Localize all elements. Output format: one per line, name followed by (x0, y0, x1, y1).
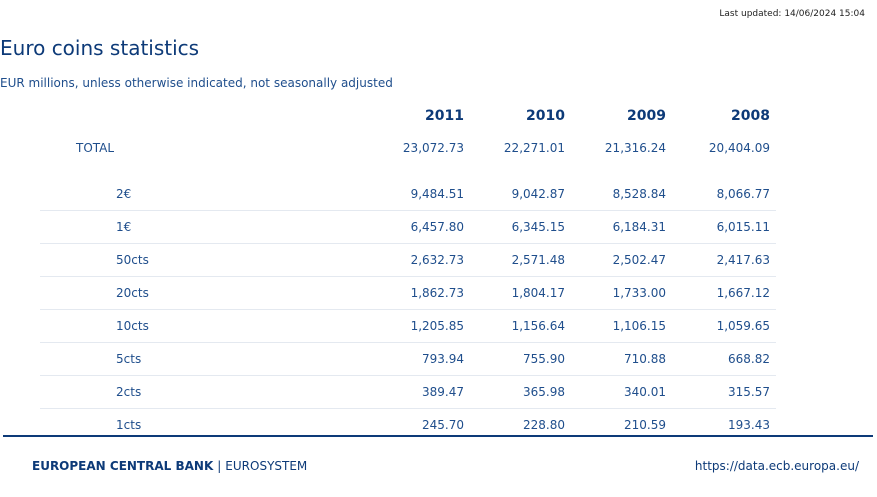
table-spacer (40, 164, 776, 178)
table-cell: 6,457.80 (370, 210, 470, 244)
coins-table: 2011 2010 2009 2008 TOTAL 23,072.73 22,2… (40, 100, 776, 441)
table-cell: 793.94 (370, 342, 470, 376)
column-header-2008: 2008 (731, 108, 770, 124)
column-header-2011: 2011 (425, 108, 464, 124)
footer-branding: EUROPEAN CENTRAL BANK | EUROSYSTEM (32, 459, 307, 473)
table-cell: 6,184.31 (571, 210, 672, 244)
table-cell: 315.57 (672, 375, 776, 409)
table-cell: 340.01 (571, 375, 672, 409)
table-cell: 1,733.00 (571, 276, 672, 310)
column-header-2010: 2010 (526, 108, 565, 124)
column-header-empty (40, 100, 370, 132)
column-header-2009: 2009 (627, 108, 666, 124)
footer-url-link[interactable]: https://data.ecb.europa.eu/ (694, 459, 859, 473)
table-cell: 1,106.15 (571, 309, 672, 343)
page-subtitle: EUR millions, unless otherwise indicated… (0, 76, 393, 90)
table-row: 2cts 389.47 365.98 340.01 315.57 (40, 375, 776, 409)
table-row-total: TOTAL 23,072.73 22,271.01 21,316.24 20,4… (40, 132, 776, 164)
table-cell: 20,404.09 (708, 141, 770, 155)
row-label: 10cts (40, 309, 370, 343)
table-cell: 2,417.63 (672, 243, 776, 277)
table-row: 20cts 1,862.73 1,804.17 1,733.00 1,667.1… (40, 276, 776, 310)
row-label: 2cts (40, 375, 370, 409)
table-cell: 755.90 (470, 342, 571, 376)
last-updated: Last updated: 14/06/2024 15:04 (719, 9, 865, 19)
row-label: 5cts (40, 342, 370, 376)
table-cell: 23,072.73 (402, 141, 464, 155)
table-cell: 389.47 (370, 375, 470, 409)
table-cell: 2,632.73 (370, 243, 470, 277)
table-cell: 1,862.73 (370, 276, 470, 310)
table-row: 2€ 9,484.51 9,042.87 8,528.84 8,066.77 (40, 178, 776, 211)
table-row: 5cts 793.94 755.90 710.88 668.82 (40, 342, 776, 376)
table-cell: 21,316.24 (604, 141, 666, 155)
table-cell: 2,571.48 (470, 243, 571, 277)
table-cell: 8,528.84 (612, 187, 666, 201)
table-cell: 1,667.12 (672, 276, 776, 310)
footer-divider (3, 435, 873, 437)
table-cell: 8,066.77 (716, 187, 770, 201)
table-cell: 1,059.65 (672, 309, 776, 343)
row-label: 50cts (40, 243, 370, 277)
table-cell: 668.82 (672, 342, 776, 376)
table-row: 10cts 1,205.85 1,156.64 1,106.15 1,059.6… (40, 309, 776, 343)
footer-system-name: EUROSYSTEM (225, 459, 308, 473)
table-cell: 22,271.01 (503, 141, 565, 155)
table-cell: 1,156.64 (470, 309, 571, 343)
table-row: 1€ 6,457.80 6,345.15 6,184.31 6,015.11 (40, 210, 776, 244)
table-cell: 6,015.11 (672, 210, 776, 244)
table-row: 50cts 2,632.73 2,571.48 2,502.47 2,417.6… (40, 243, 776, 277)
table-cell: 710.88 (571, 342, 672, 376)
table-cell: 1,205.85 (370, 309, 470, 343)
table-cell: 6,345.15 (470, 210, 571, 244)
table-cell: 365.98 (470, 375, 571, 409)
row-label: 1€ (40, 210, 370, 244)
footer-org-name: EUROPEAN CENTRAL BANK (32, 459, 214, 473)
footer-separator: | (217, 459, 222, 473)
table-header-row: 2011 2010 2009 2008 (40, 100, 776, 132)
row-label: 2€ (116, 187, 132, 201)
page-title: Euro coins statistics (0, 36, 200, 60)
table-cell: 1,804.17 (470, 276, 571, 310)
table-cell: 9,042.87 (511, 187, 565, 201)
table-cell: 2,502.47 (571, 243, 672, 277)
table-cell: 9,484.51 (410, 187, 464, 201)
row-label: TOTAL (76, 141, 115, 155)
row-label: 20cts (40, 276, 370, 310)
